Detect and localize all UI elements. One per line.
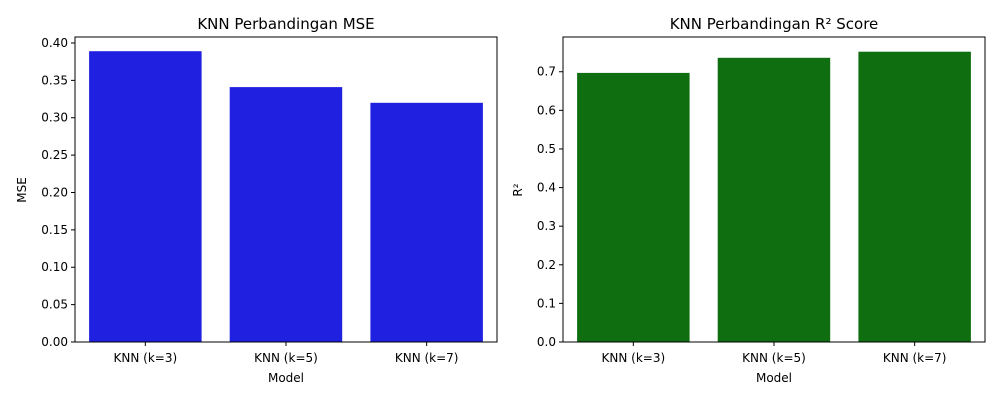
r2-bar-1	[577, 72, 690, 343]
r2-y-tick-label-6: 0.5	[537, 142, 556, 156]
r2-x-tick-label-2: KNN (k=5)	[742, 351, 806, 365]
mse-chart-panel: KNN Perbandingan MSE MSE Model 0.000.050…	[15, 15, 498, 385]
mse-y-tick-label-3: 0.10	[41, 260, 68, 274]
mse-y-tick-label-6: 0.25	[41, 148, 68, 162]
mse-x-ticks: KNN (k=3) KNN (k=5) KNN (k=7)	[114, 342, 459, 365]
mse-x-tick-label-3: KNN (k=7)	[395, 351, 459, 365]
mse-y-tick-label-1: 0.00	[41, 335, 68, 349]
mse-x-tick-label-2: KNN (k=5)	[254, 351, 318, 365]
mse-bars	[89, 51, 483, 342]
r2-y-tick-label-7: 0.6	[537, 103, 556, 117]
mse-y-tick-label-5: 0.20	[41, 185, 68, 199]
r2-x-tick-label-1: KNN (k=3)	[602, 351, 666, 365]
r2-y-tick-label-3: 0.2	[537, 258, 556, 272]
mse-y-tick-label-4: 0.15	[41, 223, 68, 237]
r2-y-ticks: 0.0 0.1 0.2 0.3 0.4 0.5 0.6 0.7	[537, 65, 563, 349]
mse-y-tick-label-7: 0.30	[41, 111, 68, 125]
mse-plot-frame	[74, 36, 498, 343]
mse-x-axis-label: Model	[268, 371, 304, 385]
mse-x-tick-label-1: KNN (k=3)	[114, 351, 178, 365]
mse-y-tick-label-8: 0.35	[41, 73, 68, 87]
mse-y-tick-label-9: 0.40	[41, 36, 68, 50]
mse-y-tick-label-2: 0.05	[41, 298, 68, 312]
r2-plot-frame	[562, 36, 986, 343]
mse-bar-2	[229, 87, 343, 342]
r2-y-tick-label-8: 0.7	[537, 65, 556, 79]
r2-x-ticks: KNN (k=3) KNN (k=5) KNN (k=7)	[602, 342, 947, 365]
r2-x-tick-label-3: KNN (k=7)	[883, 351, 947, 365]
r2-y-tick-label-1: 0.0	[537, 335, 556, 349]
r2-chart-panel: KNN Perbandingan R² Score R² Model 0.00.…	[511, 15, 986, 385]
r2-y-tick-label-5: 0.4	[537, 181, 556, 195]
mse-chart-title: KNN Perbandingan MSE	[197, 15, 374, 33]
r2-y-axis-label: R²	[511, 183, 525, 196]
r2-bar-3	[858, 51, 971, 342]
r2-y-tick-label-2: 0.1	[537, 296, 556, 310]
r2-y-tick-label-4: 0.3	[537, 219, 556, 233]
r2-chart-title: KNN Perbandingan R² Score	[670, 15, 879, 33]
mse-y-axis-label: MSE	[15, 177, 29, 203]
mse-bar-3	[370, 102, 483, 342]
r2-bars	[577, 51, 971, 343]
mse-y-ticks: 0.00 0.05 0.10 0.15 0.20 0.25 0.30 0.35 0.40	[41, 36, 75, 349]
r2-x-axis-label: Model	[756, 371, 792, 385]
mse-bar-1	[89, 51, 202, 342]
r2-bar-2	[717, 57, 831, 343]
